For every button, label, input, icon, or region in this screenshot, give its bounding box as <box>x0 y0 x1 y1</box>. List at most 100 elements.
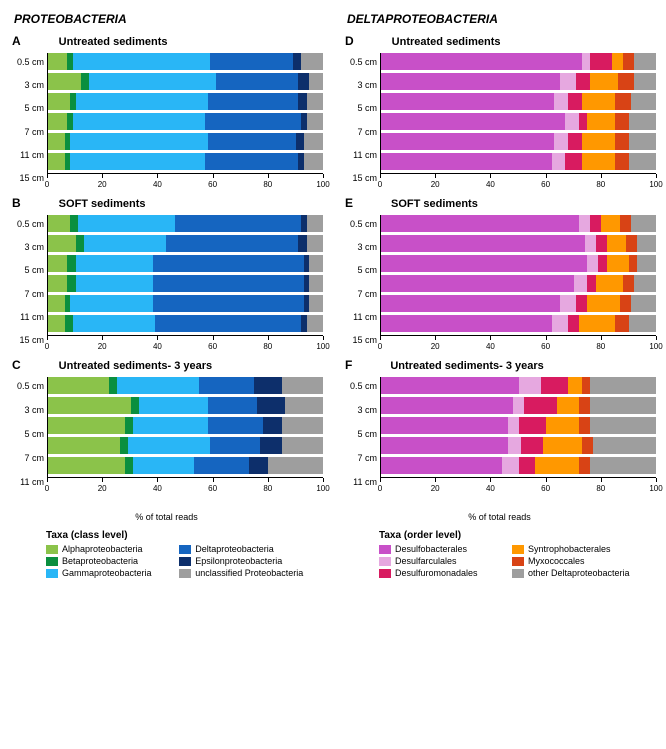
bar-segment <box>552 153 566 170</box>
ylabel: 3 cm <box>10 242 44 252</box>
bar-segment <box>309 295 323 312</box>
bar-segment <box>565 153 582 170</box>
bar-segment <box>568 133 582 150</box>
legend-label: Deltaproteobacteria <box>195 544 274 554</box>
legend-item: Epsilonproteobacteria <box>179 556 323 566</box>
bar-segment <box>615 113 629 130</box>
bar-segment <box>579 397 590 414</box>
xtick-label: 20 <box>98 180 107 189</box>
bar-segment <box>48 93 70 110</box>
bar-segment <box>381 275 574 292</box>
legend-label: Myxococcales <box>528 556 585 566</box>
legend-label: Desulfobacterales <box>395 544 467 554</box>
bar-segment <box>301 53 323 70</box>
legend-swatch <box>512 545 524 554</box>
bar-row <box>381 295 656 312</box>
ylabel: 0.5 cm <box>10 219 44 229</box>
bar-segment <box>285 397 324 414</box>
bar-segment <box>125 457 133 474</box>
ylabel: 11 cm <box>10 150 44 160</box>
bar-segment <box>309 255 323 272</box>
bar-segment <box>210 437 260 454</box>
chart-panel: DUntreated sediments0.5 cm3 cm5 cm7 cm11… <box>343 34 656 190</box>
bar-segment <box>593 437 656 454</box>
xtick-label: 80 <box>263 484 272 493</box>
panel-letter: B <box>12 196 21 210</box>
bar-segment <box>131 397 139 414</box>
bar-segment <box>293 53 301 70</box>
panel-title: Untreated sediments- 3 years <box>59 360 212 372</box>
bar-segment <box>48 295 65 312</box>
bar-segment <box>282 417 323 434</box>
xtick-label: 40 <box>153 180 162 189</box>
bar-segment <box>381 215 579 232</box>
bar-segment <box>48 275 67 292</box>
chart-panel: FUntreated sediments- 3 years0.5 cm3 cm5… <box>343 358 656 494</box>
panel-letter: A <box>12 34 21 48</box>
bar-segment <box>381 113 565 130</box>
bar-segment <box>582 53 590 70</box>
bar-segment <box>48 153 65 170</box>
bar-row <box>381 93 656 110</box>
bar-segment <box>579 113 587 130</box>
xtick-label: 60 <box>541 484 550 493</box>
xtick-label: 60 <box>208 342 217 351</box>
bar-segment <box>519 457 536 474</box>
bar-row <box>381 457 656 474</box>
bar-segment <box>381 397 513 414</box>
xtick-label: 40 <box>153 342 162 351</box>
bar-segment <box>309 73 323 90</box>
ylabel: 7 cm <box>10 289 44 299</box>
bar-segment <box>48 255 67 272</box>
ylabel: 7 cm <box>10 453 44 463</box>
bar-segment <box>615 315 629 332</box>
bar-segment <box>590 457 656 474</box>
bar-segment <box>601 215 620 232</box>
bar-segment <box>508 437 522 454</box>
bar-segment <box>133 417 207 434</box>
ylabel: 15 cm <box>10 173 44 183</box>
xtick-label: 20 <box>98 342 107 351</box>
bar-segment <box>76 255 153 272</box>
bar-row <box>48 113 323 130</box>
chart-panel: BSOFT sediments0.5 cm3 cm5 cm7 cm11 cm15… <box>10 196 323 352</box>
legend-item: Betaproteobacteria <box>46 556 171 566</box>
bar-segment <box>579 315 615 332</box>
bar-segment <box>634 73 656 90</box>
bar-segment <box>304 133 323 150</box>
legend-label: Gammaproteobacteria <box>62 568 152 578</box>
bar-segment <box>634 275 656 292</box>
ylabel: 3 cm <box>343 405 377 415</box>
legend-swatch <box>512 569 524 578</box>
bar-segment <box>598 255 606 272</box>
bar-row <box>48 437 323 454</box>
xtick-label: 20 <box>431 342 440 351</box>
ylabel: 7 cm <box>343 127 377 137</box>
ylabel: 11 cm <box>343 312 377 322</box>
bar-segment <box>574 275 588 292</box>
bar-segment <box>381 133 554 150</box>
bar-segment <box>615 133 629 150</box>
chart-panel: AUntreated sediments0.5 cm3 cm5 cm7 cm11… <box>10 34 323 190</box>
bar-segment <box>298 235 306 252</box>
bar-row <box>48 235 323 252</box>
bar-segment <box>282 377 323 394</box>
bar-segment <box>309 275 323 292</box>
xtick-label: 100 <box>316 484 329 493</box>
bar-segment <box>521 437 543 454</box>
bar-segment <box>73 315 156 332</box>
bar-segment <box>590 73 618 90</box>
legend-label: unclassified Proteobacteria <box>195 568 303 578</box>
bar-segment <box>519 417 547 434</box>
legend-right-title: Taxa (order level) <box>379 530 656 541</box>
bar-segment <box>208 417 263 434</box>
xtick-label: 60 <box>541 180 550 189</box>
bar-row <box>381 215 656 232</box>
bar-segment <box>117 377 200 394</box>
bar-segment <box>629 255 637 272</box>
right-column: DELTAPROTEOBACTERIA DUntreated sediments… <box>343 10 656 578</box>
bar-segment <box>568 377 582 394</box>
bar-segment <box>552 315 569 332</box>
bar-segment <box>513 397 524 414</box>
bar-segment <box>155 315 301 332</box>
